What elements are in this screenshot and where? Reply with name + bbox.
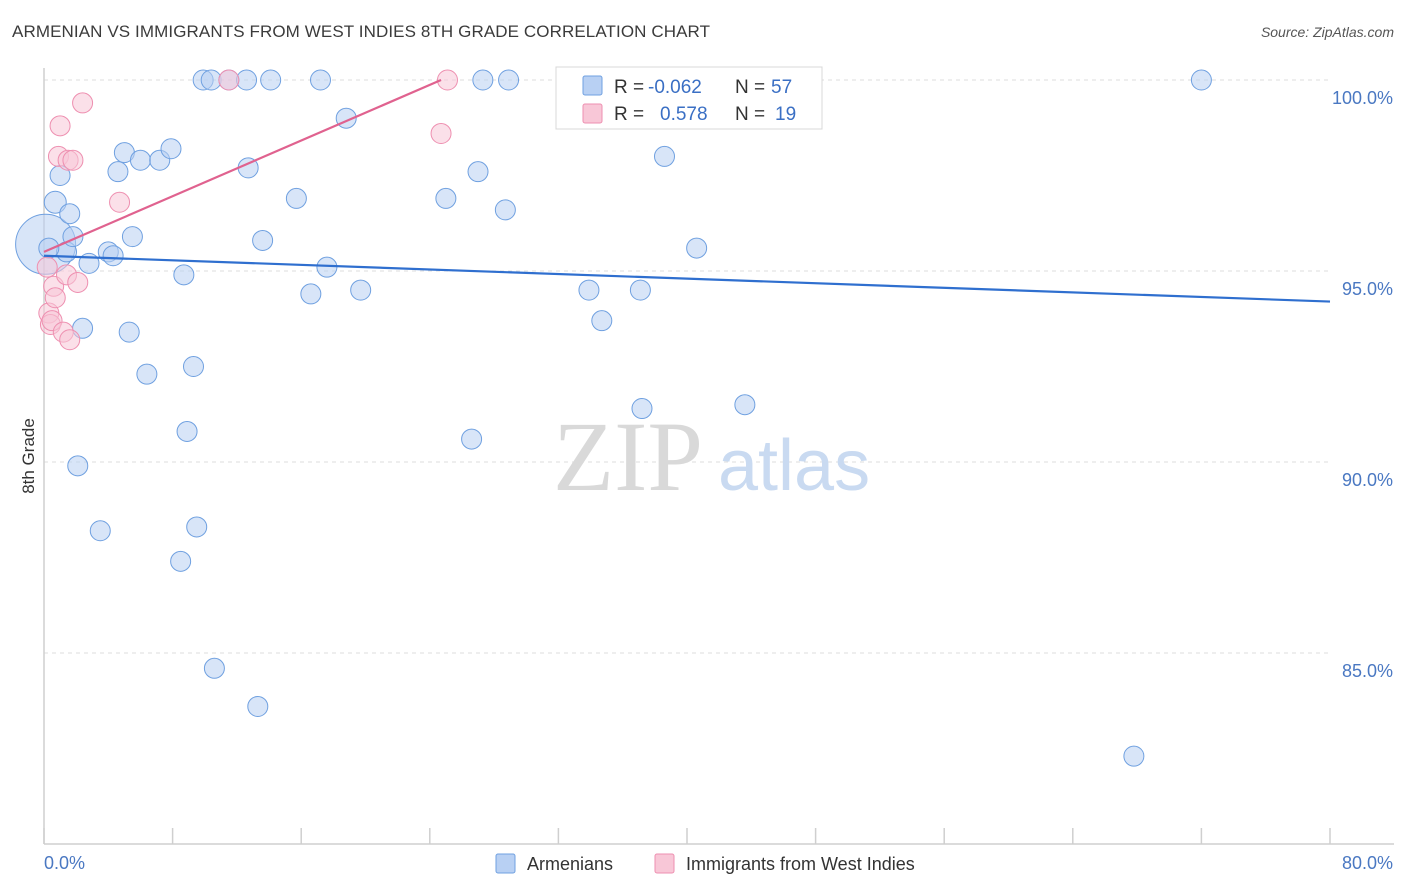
x-tick-label-max: 80.0% — [1342, 853, 1393, 873]
armenians-point — [629, 279, 651, 301]
armenians-point — [236, 69, 258, 91]
west-indies-point — [430, 122, 452, 144]
west-indies-point — [67, 271, 89, 293]
x-ticks — [43, 828, 1331, 844]
stats-legend: R = -0.062 N = 57 R = 0.578 N = 19 — [555, 66, 823, 130]
armenians-point — [186, 516, 208, 538]
armenians-point — [1190, 69, 1212, 91]
bottom-swatch-armenians — [495, 853, 516, 874]
armenians-point — [309, 69, 331, 91]
y-tick-label: 100.0% — [1332, 88, 1393, 108]
armenians-point — [591, 310, 613, 332]
armenians-point — [136, 363, 158, 385]
armenians-point — [43, 190, 67, 214]
armenians-point — [170, 550, 192, 572]
armenians-point — [467, 161, 489, 183]
legend-label-west-indies: Immigrants from West Indies — [686, 854, 915, 874]
west-indies-point — [36, 256, 58, 278]
armenians-point — [203, 657, 225, 679]
armenians-point — [118, 321, 140, 343]
y-axis-label: 8th Grade — [19, 418, 38, 494]
armenians-point — [316, 256, 338, 278]
gridlines — [44, 79, 1330, 654]
armenians-point — [686, 237, 708, 259]
y-tick-label: 95.0% — [1342, 279, 1393, 299]
y-tick-labels: 100.0% 95.0% 90.0% 85.0% — [1332, 88, 1393, 681]
armenians-point — [129, 149, 151, 171]
west-indies-point — [218, 69, 240, 91]
x-tick-label-min: 0.0% — [44, 853, 85, 873]
west-indies-trend-line — [43, 78, 442, 253]
y-tick-label: 90.0% — [1342, 470, 1393, 490]
west-indies-point — [109, 191, 131, 213]
legend-label-armenians: Armenians — [527, 854, 613, 874]
armenians-point — [631, 398, 653, 420]
armenians-point — [1123, 745, 1145, 767]
armenians-point — [67, 455, 89, 477]
armenians-point — [350, 279, 372, 301]
armenians-point — [494, 199, 516, 221]
bottom-swatch-west-indies — [654, 853, 675, 874]
legend-r-value-0: -0.062 — [648, 77, 702, 98]
armenians-point — [252, 229, 274, 251]
armenians-point — [89, 520, 111, 542]
armenians-point — [59, 203, 81, 225]
legend-r-label-1: R = — [614, 104, 644, 125]
legend-swatch-west-indies — [582, 103, 603, 124]
armenians-point — [121, 226, 143, 248]
legend-n-label-0: N = — [735, 77, 765, 98]
armenians-point — [260, 69, 282, 91]
chart-title: ARMENIAN VS IMMIGRANTS FROM WEST INDIES … — [12, 22, 711, 41]
west-indies-points — [36, 69, 458, 351]
series-legend: Armenians Immigrants from West Indies — [495, 853, 915, 874]
armenians-point — [435, 187, 457, 209]
legend-r-value-1: 0.578 — [660, 104, 708, 125]
west-indies-point — [72, 92, 94, 114]
west-indies-point — [44, 287, 66, 309]
legend-n-value-0: 57 — [771, 77, 792, 98]
west-indies-point — [59, 329, 81, 351]
legend-r-label-0: R = — [614, 77, 644, 98]
y-tick-label: 85.0% — [1342, 661, 1393, 681]
armenians-point — [160, 138, 182, 160]
watermark-atlas: atlas — [718, 426, 870, 506]
armenians-point — [200, 69, 222, 91]
armenians-point — [461, 428, 483, 450]
watermark-zip: ZIP — [553, 401, 703, 512]
west-indies-point — [62, 149, 84, 171]
legend-n-label-1: N = — [735, 104, 765, 125]
armenians-point — [300, 283, 322, 305]
armenians-point — [247, 695, 269, 717]
legend-n-value-1: 19 — [775, 104, 796, 125]
armenians-point — [182, 356, 204, 377]
armenians-trend-line — [43, 254, 1331, 303]
armenians-point — [472, 69, 494, 91]
source-label: Source: ZipAtlas.com — [1260, 24, 1394, 40]
west-indies-point — [49, 115, 71, 137]
armenians-point — [107, 161, 129, 183]
west-indies-point — [436, 69, 458, 91]
armenians-point — [734, 394, 756, 416]
armenians-point — [498, 69, 520, 91]
armenians-point — [578, 279, 600, 301]
legend-swatch-armenians — [582, 75, 603, 96]
armenians-point — [173, 264, 195, 286]
armenians-point — [176, 420, 198, 442]
armenians-point — [285, 187, 307, 209]
armenians-point — [653, 145, 675, 167]
armenians-point — [102, 245, 124, 267]
